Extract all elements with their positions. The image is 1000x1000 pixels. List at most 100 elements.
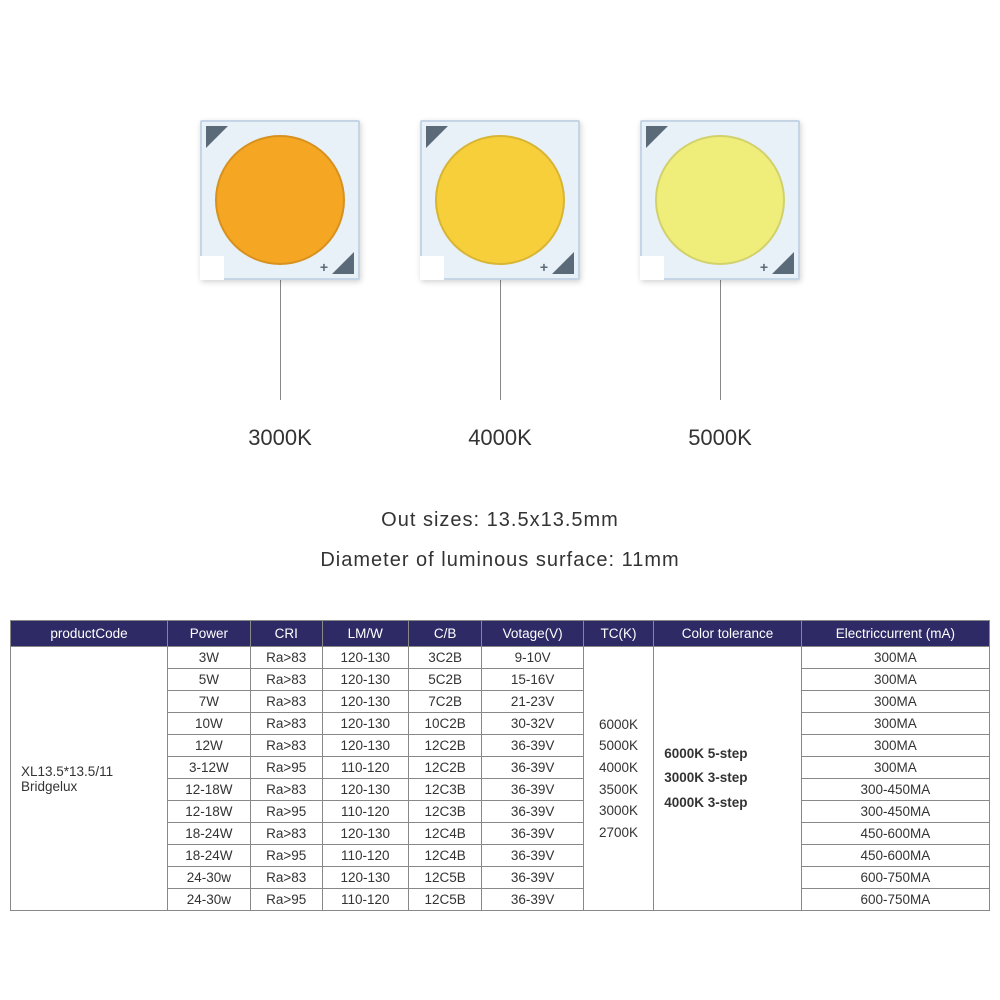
table-cell: 36-39V	[482, 889, 583, 911]
table-cell: 12C2B	[408, 757, 482, 779]
luminous-circle	[655, 135, 785, 265]
table-cell: Ra>95	[250, 845, 322, 867]
plus-mark: +	[760, 259, 768, 275]
table-cell: 3W	[168, 647, 251, 669]
triangle-icon	[646, 126, 668, 148]
table-header-cell: CRI	[250, 621, 322, 647]
table-cell: 12C3B	[408, 801, 482, 823]
chip-label: 5000K	[688, 425, 752, 451]
triangle-icon	[426, 126, 448, 148]
notch-icon	[200, 256, 224, 280]
table-cell: 600-750MA	[801, 867, 989, 889]
table-cell: 12C5B	[408, 889, 482, 911]
table-cell: Ra>95	[250, 889, 322, 911]
table-cell: 450-600MA	[801, 823, 989, 845]
table-header-cell: productCode	[11, 621, 168, 647]
table-row: XL13.5*13.5/11Bridgelux3WRa>83120-1303C2…	[11, 647, 990, 669]
specs-text: Out sizes: 13.5x13.5mm Diameter of lumin…	[0, 500, 1000, 580]
table-cell: 36-39V	[482, 735, 583, 757]
table-cell: 36-39V	[482, 823, 583, 845]
table-cell: 450-600MA	[801, 845, 989, 867]
plus-mark: +	[540, 259, 548, 275]
table-cell: 5W	[168, 669, 251, 691]
table-cell: 300MA	[801, 691, 989, 713]
spec-table: productCodePowerCRILM/WC/BVotage(V)TC(K)…	[10, 620, 990, 911]
table-cell: 3-12W	[168, 757, 251, 779]
table-cell: 15-16V	[482, 669, 583, 691]
table-cell: 21-23V	[482, 691, 583, 713]
table-cell: 120-130	[322, 867, 408, 889]
table-cell: 36-39V	[482, 757, 583, 779]
table-cell: 24-30w	[168, 889, 251, 911]
table-cell: 10C2B	[408, 713, 482, 735]
table-cell: Ra>95	[250, 801, 322, 823]
table-cell: 300MA	[801, 647, 989, 669]
table-cell: 7W	[168, 691, 251, 713]
table-cell: 300MA	[801, 669, 989, 691]
chip-label: 3000K	[248, 425, 312, 451]
table-cell: 12C4B	[408, 845, 482, 867]
chip-label: 4000K	[468, 425, 532, 451]
triangle-icon	[552, 252, 574, 274]
spec-line-1: Out sizes: 13.5x13.5mm	[0, 500, 1000, 540]
plus-mark: +	[320, 259, 328, 275]
table-cell: 120-130	[322, 713, 408, 735]
table-header-cell: Votage(V)	[482, 621, 583, 647]
table-cell: 30-32V	[482, 713, 583, 735]
table-cell: 300MA	[801, 713, 989, 735]
notch-icon	[420, 256, 444, 280]
table-cell: 9-10V	[482, 647, 583, 669]
table-cell: 110-120	[322, 801, 408, 823]
table-cell: 120-130	[322, 669, 408, 691]
table-cell: 5C2B	[408, 669, 482, 691]
table-cell: Ra>83	[250, 647, 322, 669]
table-cell: 12C2B	[408, 735, 482, 757]
table-cell: Ra>83	[250, 669, 322, 691]
leader-line	[500, 280, 501, 400]
tck-cell: 6000K5000K4000K3500K3000K2700K	[583, 647, 653, 911]
table-cell: 120-130	[322, 647, 408, 669]
chip-container-5000k: + 5000K	[640, 120, 800, 451]
spec-table-wrap: productCodePowerCRILM/WC/BVotage(V)TC(K)…	[10, 620, 990, 911]
table-header-row: productCodePowerCRILM/WC/BVotage(V)TC(K)…	[11, 621, 990, 647]
table-cell: Ra>83	[250, 823, 322, 845]
table-cell: 110-120	[322, 757, 408, 779]
table-cell: 36-39V	[482, 867, 583, 889]
triangle-icon	[772, 252, 794, 274]
leader-line	[720, 280, 721, 400]
table-cell: 12-18W	[168, 801, 251, 823]
table-body: XL13.5*13.5/11Bridgelux3WRa>83120-1303C2…	[11, 647, 990, 911]
table-header-cell: Color tolerance	[654, 621, 802, 647]
chip-4000k: +	[420, 120, 580, 280]
table-cell: Ra>83	[250, 867, 322, 889]
table-cell: 36-39V	[482, 779, 583, 801]
table-cell: 18-24W	[168, 823, 251, 845]
table-cell: 7C2B	[408, 691, 482, 713]
chip-5000k: +	[640, 120, 800, 280]
table-cell: 120-130	[322, 691, 408, 713]
luminous-circle	[435, 135, 565, 265]
table-cell: 120-130	[322, 779, 408, 801]
table-cell: 36-39V	[482, 845, 583, 867]
table-cell: 300-450MA	[801, 801, 989, 823]
table-cell: 300MA	[801, 757, 989, 779]
table-cell: Ra>95	[250, 757, 322, 779]
table-cell: 12C3B	[408, 779, 482, 801]
table-cell: Ra>83	[250, 713, 322, 735]
table-cell: 300MA	[801, 735, 989, 757]
table-header-cell: Power	[168, 621, 251, 647]
chip-3000k: +	[200, 120, 360, 280]
table-cell: 110-120	[322, 889, 408, 911]
chip-container-4000k: + 4000K	[420, 120, 580, 451]
table-cell: 24-30w	[168, 867, 251, 889]
table-cell: 3C2B	[408, 647, 482, 669]
table-cell: 120-130	[322, 823, 408, 845]
table-header-cell: TC(K)	[583, 621, 653, 647]
tolerance-cell: 6000K 5-step3000K 3-step4000K 3-step	[654, 647, 802, 911]
table-cell: 120-130	[322, 735, 408, 757]
table-cell: 600-750MA	[801, 889, 989, 911]
triangle-icon	[332, 252, 354, 274]
table-header-cell: C/B	[408, 621, 482, 647]
table-cell: 110-120	[322, 845, 408, 867]
table-cell: Ra>83	[250, 691, 322, 713]
